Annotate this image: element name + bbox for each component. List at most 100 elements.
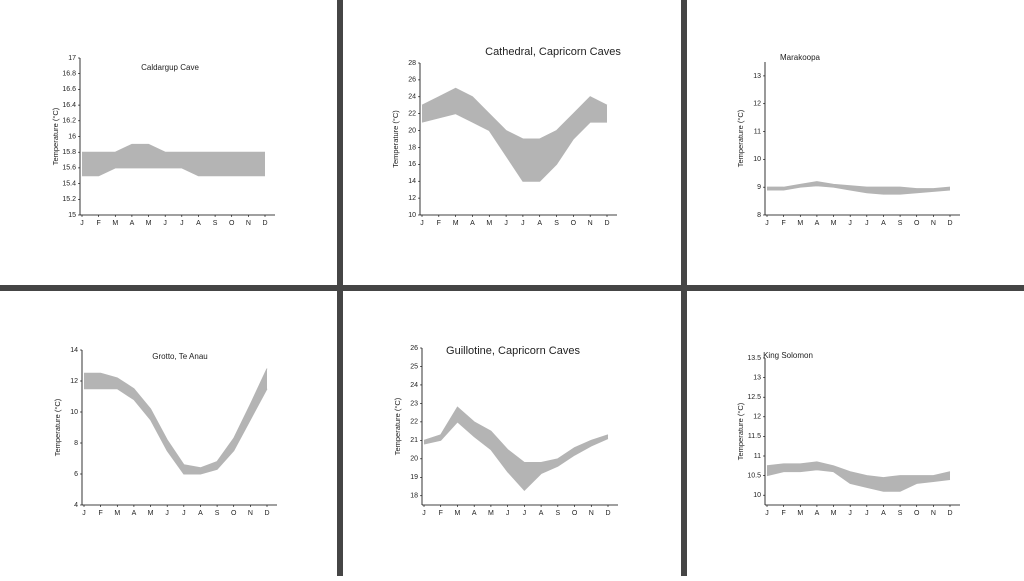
- x-tick-label: M: [455, 510, 461, 517]
- y-tick-label: 11: [754, 128, 761, 135]
- x-tick-label: D: [947, 510, 952, 517]
- x-tick-label: M: [486, 220, 492, 227]
- x-tick-label: J: [163, 220, 167, 227]
- x-tick-label: F: [439, 510, 443, 517]
- y-tick-label: 18: [410, 493, 418, 500]
- y-tick-label: 21: [410, 437, 418, 444]
- y-tick-label: 26: [410, 345, 418, 352]
- x-tick-label: S: [554, 220, 559, 227]
- y-tick-label: 8: [74, 440, 78, 447]
- band-edge: [421, 113, 607, 182]
- y-tick-label: 13: [753, 374, 761, 381]
- x-tick-label: A: [196, 220, 201, 227]
- x-tick-label: J: [422, 510, 426, 517]
- y-tick-label: 13: [753, 73, 761, 80]
- x-tick-label: J: [865, 220, 869, 227]
- y-tick-label: 12.5: [747, 394, 761, 401]
- y-tick-label: 15.6: [62, 165, 76, 172]
- x-tick-label: M: [148, 510, 154, 517]
- band-edge: [766, 461, 951, 479]
- x-tick-label: N: [931, 220, 936, 227]
- y-tick-label: 14: [408, 178, 416, 185]
- x-tick-label: N: [246, 220, 251, 227]
- x-tick-label: A: [470, 220, 475, 227]
- temperature-band: [767, 461, 950, 492]
- x-tick-label: O: [229, 220, 235, 227]
- band-edge: [82, 167, 265, 177]
- x-tick-label: S: [215, 510, 220, 517]
- y-tick-label: 9: [757, 184, 761, 191]
- x-tick-label: N: [248, 510, 253, 517]
- y-tick-label: 10: [753, 492, 761, 499]
- y-axis-label: Temperature (°C): [393, 397, 402, 455]
- band-edge: [421, 87, 608, 140]
- y-tick-label: 28: [408, 60, 416, 67]
- x-tick-label: A: [472, 510, 477, 517]
- y-tick-label: 23: [410, 400, 418, 407]
- x-tick-label: J: [180, 220, 184, 227]
- y-tick-label: 12: [408, 195, 416, 202]
- x-tick-label: D: [262, 220, 267, 227]
- band-edge: [84, 368, 268, 469]
- x-tick-label: J: [82, 510, 86, 517]
- x-tick-label: N: [588, 220, 593, 227]
- x-tick-label: J: [420, 220, 424, 227]
- temperature-band: [767, 181, 950, 195]
- y-tick-label: 10.5: [747, 472, 761, 479]
- x-tick-label: J: [865, 510, 869, 517]
- band-edge: [767, 185, 951, 195]
- y-tick-label: 19: [410, 474, 418, 481]
- x-tick-label: M: [112, 220, 118, 227]
- x-tick-label: A: [881, 510, 886, 517]
- y-tick-label: 6: [74, 471, 78, 478]
- y-tick-label: 8: [757, 212, 761, 219]
- x-tick-label: J: [765, 220, 769, 227]
- y-axis-label: Temperature (°C): [391, 110, 400, 168]
- band-edge: [767, 181, 951, 190]
- x-tick-label: A: [539, 510, 544, 517]
- y-tick-label: 13.5: [747, 355, 761, 362]
- x-tick-label: F: [781, 510, 785, 517]
- y-axis-label: Temperature (°C): [736, 402, 745, 460]
- y-tick-label: 11.5: [748, 433, 761, 440]
- x-tick-label: A: [815, 220, 820, 227]
- x-tick-label: D: [604, 220, 609, 227]
- x-tick-label: A: [198, 510, 203, 517]
- chart-title: Cathedral, Capricorn Caves: [485, 46, 621, 58]
- chart-title: Marakoopa: [780, 53, 821, 62]
- x-tick-label: O: [571, 220, 577, 227]
- y-axis-label: Temperature (°C): [53, 398, 62, 456]
- x-tick-label: D: [605, 510, 610, 517]
- y-tick-label: 14: [70, 347, 78, 354]
- x-tick-label: D: [264, 510, 269, 517]
- divider: [0, 285, 1024, 291]
- x-tick-label: O: [572, 510, 578, 517]
- y-tick-label: 16.2: [62, 118, 76, 125]
- x-tick-label: O: [914, 220, 920, 227]
- band-edge: [423, 406, 609, 464]
- chart-title: Grotto, Te Anau: [152, 352, 207, 361]
- x-tick-label: J: [523, 510, 527, 517]
- x-tick-label: J: [80, 220, 84, 227]
- band-edge: [82, 143, 265, 153]
- y-tick-label: 10: [408, 212, 416, 219]
- x-tick-label: O: [914, 510, 920, 517]
- x-tick-label: S: [898, 510, 903, 517]
- x-tick-label: M: [146, 220, 152, 227]
- x-tick-label: F: [437, 220, 441, 227]
- x-tick-label: A: [130, 220, 135, 227]
- x-tick-label: S: [213, 220, 218, 227]
- y-tick-label: 26: [408, 77, 416, 84]
- y-tick-label: 12: [753, 414, 761, 421]
- y-tick-label: 22: [410, 419, 418, 426]
- x-tick-label: M: [831, 510, 837, 517]
- x-tick-label: F: [96, 220, 100, 227]
- band-edge: [423, 421, 609, 491]
- x-tick-label: A: [132, 510, 137, 517]
- x-tick-label: J: [182, 510, 186, 517]
- y-tick-label: 25: [410, 363, 418, 370]
- y-tick-label: 15.4: [62, 180, 76, 187]
- x-tick-label: S: [555, 510, 560, 517]
- x-tick-label: J: [506, 510, 510, 517]
- y-tick-label: 16: [68, 133, 76, 140]
